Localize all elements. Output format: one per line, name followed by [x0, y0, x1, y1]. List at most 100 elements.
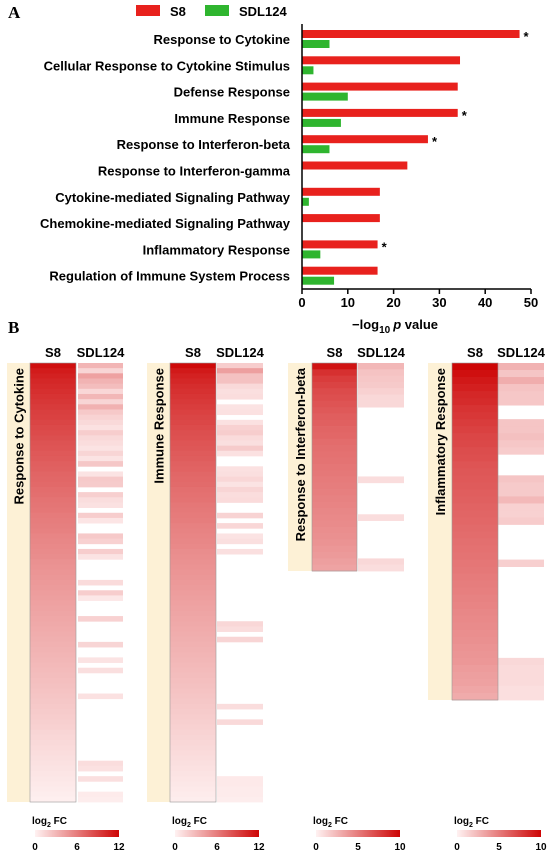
heatmap-cell-sdl124 — [78, 641, 123, 648]
heatmap-cell-s8 — [170, 368, 216, 374]
significance-star: * — [524, 29, 530, 44]
heatmap-cell-s8 — [170, 533, 216, 539]
heatmap-cell-sdl124 — [78, 765, 123, 772]
x-tick-label: 40 — [478, 295, 492, 310]
heatmap-cell-sdl124 — [217, 471, 263, 478]
heatmap-cell-s8 — [452, 482, 498, 490]
heatmap-cell-sdl124 — [498, 678, 544, 687]
heatmap-cell-sdl124 — [78, 796, 123, 803]
heatmap-col-header-s8: S8 — [327, 345, 343, 360]
heatmap-cell-s8 — [452, 538, 498, 546]
heatmap-cell-sdl124 — [498, 671, 544, 680]
heatmap-cell-s8 — [30, 492, 76, 498]
heatmap-cell-s8 — [452, 566, 498, 575]
heatmap-cell-s8 — [170, 363, 216, 369]
heatmap-cell-s8 — [30, 471, 76, 478]
heatmap-panel: Response to Interferon-beta S8 SDL124 — [288, 345, 406, 572]
heatmap-cell-s8 — [170, 430, 216, 436]
heatmap-cell-s8 — [312, 526, 357, 534]
heatmap-cell-s8 — [30, 538, 76, 545]
bar-s8 — [302, 266, 378, 275]
heatmap-cell-sdl124 — [78, 533, 123, 539]
heatmap-cell-s8 — [30, 791, 76, 798]
heatmap-cell-s8 — [30, 502, 76, 509]
category-label: Cellular Response to Cytokine Stimulus — [44, 58, 290, 73]
heatmap-cell-sdl124 — [358, 564, 404, 572]
heatmap-cell-s8 — [170, 605, 216, 612]
heatmap-cell-s8 — [312, 489, 357, 496]
heatmap-cell-sdl124 — [78, 404, 123, 410]
heatmap-cell-s8 — [30, 786, 76, 793]
heatmap-cell-s8 — [30, 776, 76, 782]
heatmap-cell-s8 — [170, 683, 216, 689]
heatmap-cell-sdl124 — [217, 791, 263, 798]
bar-chart: Response to Cytokine * Cellular Response t… — [40, 29, 530, 285]
heatmap-col-header-sdl124: SDL124 — [77, 345, 125, 360]
heatmap-title: Immune Response — [152, 368, 167, 484]
heatmap-cell-s8 — [452, 650, 498, 659]
heatmap-panel: Response to Cytokine S8 SDL124 — [7, 345, 125, 803]
heatmap-cell-sdl124 — [498, 664, 544, 673]
heatmap-cell-s8 — [312, 438, 357, 446]
heatmap-cell-sdl124 — [217, 512, 263, 519]
heatmap-cell-s8 — [452, 559, 498, 568]
heatmap-cell-sdl124 — [78, 378, 123, 385]
heatmap-cell-sdl124 — [217, 409, 263, 416]
heatmap-cell-s8 — [452, 573, 498, 582]
heatmap-cell-s8 — [170, 579, 216, 586]
heatmap-cell-sdl124 — [217, 548, 263, 555]
heatmap-cell-s8 — [312, 413, 357, 421]
heatmap-cell-s8 — [30, 528, 76, 534]
heatmap-cell-s8 — [30, 430, 76, 436]
heatmap-cell-s8 — [30, 450, 76, 457]
heatmap-cell-s8 — [452, 510, 498, 518]
heatmap-cell-s8 — [30, 740, 76, 746]
heatmap-cell-s8 — [170, 528, 216, 534]
heatmap-cell-sdl124 — [498, 482, 544, 490]
heatmap-cell-sdl124 — [217, 523, 263, 529]
heatmap-cell-s8 — [452, 370, 498, 378]
heatmap-cell-s8 — [312, 407, 357, 414]
heatmap-cell-sdl124 — [78, 497, 123, 503]
heatmap-cell-sdl124 — [217, 636, 263, 643]
heatmap-cell-sdl124 — [217, 393, 263, 400]
heatmap-cell-s8 — [312, 419, 357, 427]
heatmap-cell-s8 — [170, 383, 216, 390]
xlabel-p: p — [392, 317, 401, 332]
heatmap-cell-s8 — [170, 610, 216, 617]
heatmap-cell-s8 — [30, 631, 76, 638]
heatmap-cell-sdl124 — [78, 419, 123, 426]
heatmap-cell-sdl124 — [498, 433, 544, 441]
heatmap-cell-sdl124 — [78, 461, 123, 467]
heatmap-cell-s8 — [170, 755, 216, 762]
bar-sdl124 — [302, 276, 335, 285]
heatmap-cell-s8 — [170, 450, 216, 457]
heatmap-cell-s8 — [30, 373, 76, 379]
heatmap-cell-sdl124 — [217, 626, 263, 632]
heatmap-cell-s8 — [30, 693, 76, 700]
heatmap-cell-s8 — [452, 461, 498, 469]
heatmap-cell-s8 — [30, 714, 76, 720]
heatmap-cell-s8 — [312, 476, 357, 484]
heatmap-cell-s8 — [30, 678, 76, 684]
heatmap-cell-s8 — [170, 388, 216, 395]
heatmap-cell-sdl124 — [78, 388, 123, 395]
heatmap-cell-s8 — [312, 432, 357, 440]
heatmap-cell-s8 — [30, 610, 76, 617]
heatmap-s8-border — [169, 362, 217, 803]
heatmap-cell-s8 — [30, 600, 76, 607]
heatmap-cell-s8 — [170, 786, 216, 793]
heatmap-cell-sdl124 — [78, 517, 123, 524]
heatmap-cell-s8 — [170, 600, 216, 607]
bar-s8 — [302, 187, 380, 196]
colorbar-tick-label: 10 — [394, 842, 406, 853]
heatmap-cell-sdl124 — [78, 430, 123, 436]
category-label: Response to Cytokine — [153, 32, 290, 47]
heatmap-cell-s8 — [30, 579, 76, 586]
colorbar-tick-label: 5 — [496, 842, 502, 853]
heatmap-cell-sdl124 — [498, 363, 544, 371]
legend-label-sdl124: SDL124 — [239, 4, 287, 19]
heatmap-cell-sdl124 — [217, 476, 263, 483]
heatmap-cell-s8 — [170, 688, 216, 694]
